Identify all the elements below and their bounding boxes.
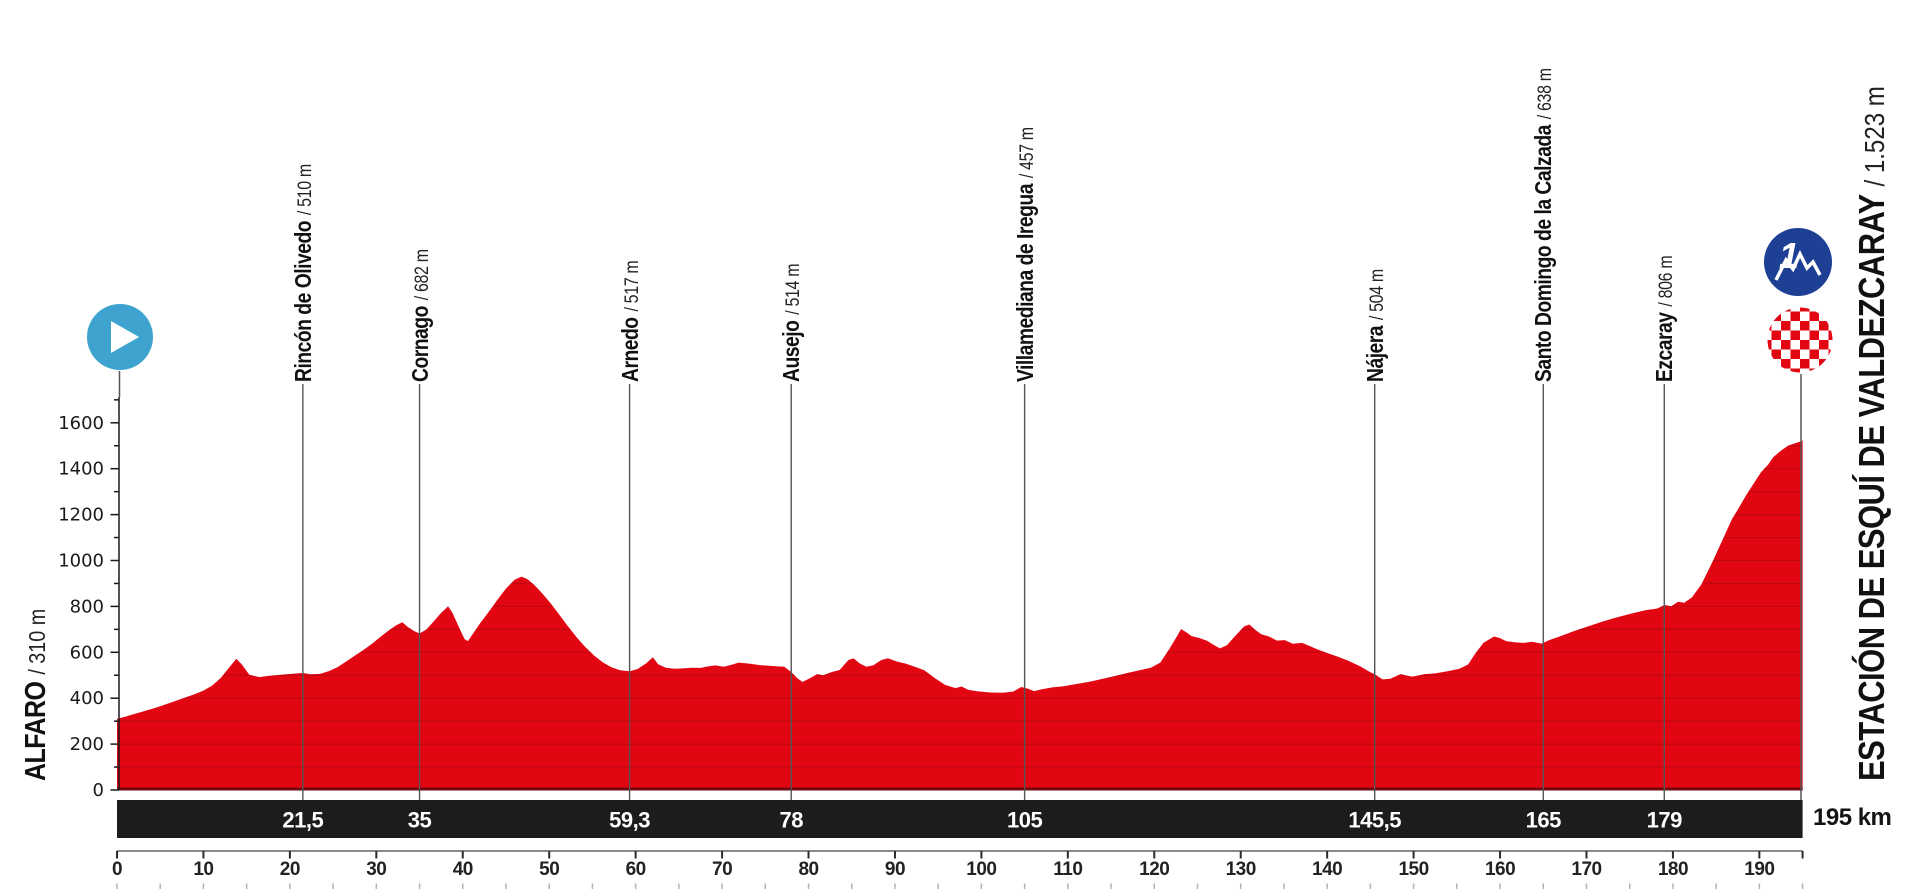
finish-location-name: ESTACIÓN DE ESQUÍ DE VALDEZCARAY: [1851, 194, 1892, 781]
waypoint-km-label: 35: [408, 808, 432, 833]
category-1-climb-icon: 1: [1764, 228, 1832, 296]
waypoint-name: Ezcaray: [1651, 312, 1678, 382]
y-axis-tick-label: 1400: [58, 459, 104, 480]
waypoint-altitude: / 806 m: [1656, 255, 1678, 307]
waypoint-name: Nájera: [1361, 325, 1388, 382]
waypoint-km-label: 78: [779, 808, 803, 833]
x-axis-tick-label: 100: [966, 859, 996, 880]
x-axis-tick-label: 180: [1658, 859, 1688, 880]
waypoint-name: Santo Domingo de la Calzada: [1530, 125, 1557, 383]
waypoint-km-label: 165: [1526, 808, 1561, 833]
x-axis-tick-label: 10: [193, 859, 213, 880]
waypoint-label: Santo Domingo de la Calzada / 638 m: [1530, 68, 1560, 382]
waypoint-km-label: 59,3: [609, 808, 650, 833]
x-axis-tick-label: 70: [712, 859, 732, 880]
x-axis-tick-label: 150: [1398, 859, 1428, 880]
start-location-name: ALFARO: [20, 681, 52, 781]
waypoint-label: Cornago / 682 m: [407, 249, 437, 382]
x-axis-tick-label: 0: [112, 859, 122, 880]
x-axis-tick-label: 130: [1226, 859, 1256, 880]
y-axis-tick-label: 0: [93, 780, 104, 801]
waypoint-lines: [118, 371, 1802, 800]
x-axis-tick-label: 120: [1139, 859, 1169, 880]
waypoint-name: Arnedo: [616, 317, 643, 382]
x-axis-tick-label: 20: [280, 859, 300, 880]
x-axis-tick-label: 140: [1312, 859, 1342, 880]
waypoint-altitude: / 514 m: [783, 263, 805, 315]
y-axis-tick-label: 1200: [58, 505, 104, 526]
waypoint-label: Ausejo / 514 m: [778, 264, 808, 382]
x-axis-tick-label: 30: [366, 859, 386, 880]
x-axis-tick-label: 90: [885, 859, 905, 880]
x-axis-tick-label: 190: [1744, 859, 1774, 880]
waypoint-name: Villamediana de Iregua: [1011, 184, 1038, 382]
total-distance-label: 195 km: [1813, 804, 1892, 831]
x-axis-tick-label: 170: [1571, 859, 1601, 880]
waypoint-label: Arnedo / 517 m: [617, 261, 647, 382]
x-axis-tick-label: 160: [1485, 859, 1515, 880]
play-triangle-glyph: [111, 321, 139, 353]
waypoint-altitude: / 517 m: [621, 260, 643, 312]
distance-bar: 21,5 35 59,3 78 105 145,5 165 179: [117, 800, 1803, 838]
y-axis-tick-label: 200: [70, 734, 104, 755]
waypoint-altitude: / 504 m: [1366, 269, 1388, 321]
elevation-profile-area: [117, 440, 1803, 790]
waypoint-altitude: / 510 m: [294, 164, 316, 216]
play-icon[interactable]: [87, 304, 153, 370]
finish-location-label: ESTACIÓN DE ESQUÍ DE VALDEZCARAY / 1.523 …: [1851, 86, 1893, 781]
y-axis-tick-label: 400: [70, 688, 104, 709]
waypoint-km-label: 145,5: [1348, 808, 1401, 833]
waypoint-name: Cornago: [406, 306, 433, 382]
waypoint-name: Rincón de Olivedo: [289, 220, 316, 382]
start-location-label: ALFARO / 310 m: [20, 609, 53, 781]
finish-location-altitude: / 1.523 m: [1859, 86, 1890, 187]
waypoint-altitude: / 638 m: [1535, 68, 1557, 120]
waypoint-km-label: 105: [1007, 808, 1042, 833]
x-axis-tick-label: 110: [1053, 859, 1082, 880]
waypoint-label: Rincón de Olivedo / 510 m: [290, 164, 320, 382]
waypoint-km-label: 21,5: [282, 808, 323, 833]
x-axis: 0 10 20 30 40 50 60 70 80 90 100 110 120 130 140 150 160…: [112, 850, 1804, 889]
mountain-zigzag-glyph: [1774, 249, 1822, 281]
x-axis-tick-label: 80: [798, 859, 818, 880]
start-location-altitude: / 310 m: [24, 608, 50, 675]
waypoint-label: Villamediana de Iregua / 457 m: [1012, 127, 1042, 382]
waypoint-altitude: / 682 m: [411, 249, 433, 301]
y-axis-tick-label: 1000: [58, 551, 104, 572]
y-axis-tick-label: 800: [70, 596, 104, 617]
waypoint-label: Ezcaray / 806 m: [1651, 256, 1681, 382]
y-axis-tick-label: 1600: [58, 413, 104, 434]
x-axis-tick-label: 50: [539, 859, 559, 880]
waypoint-label: Nájera / 504 m: [1362, 269, 1392, 382]
x-axis-tick-label: 40: [453, 859, 473, 880]
waypoint-altitude: / 457 m: [1016, 127, 1038, 179]
y-axis: 0 200 400 600 800 1000 1200 1400 1600: [58, 397, 120, 801]
waypoint-km-label: 179: [1647, 808, 1682, 833]
waypoint-name: Ausejo: [778, 320, 805, 382]
finish-checkered-flag-icon: [1767, 307, 1833, 373]
x-axis-tick-label: 60: [626, 859, 646, 880]
y-axis-tick-label: 600: [70, 642, 104, 663]
